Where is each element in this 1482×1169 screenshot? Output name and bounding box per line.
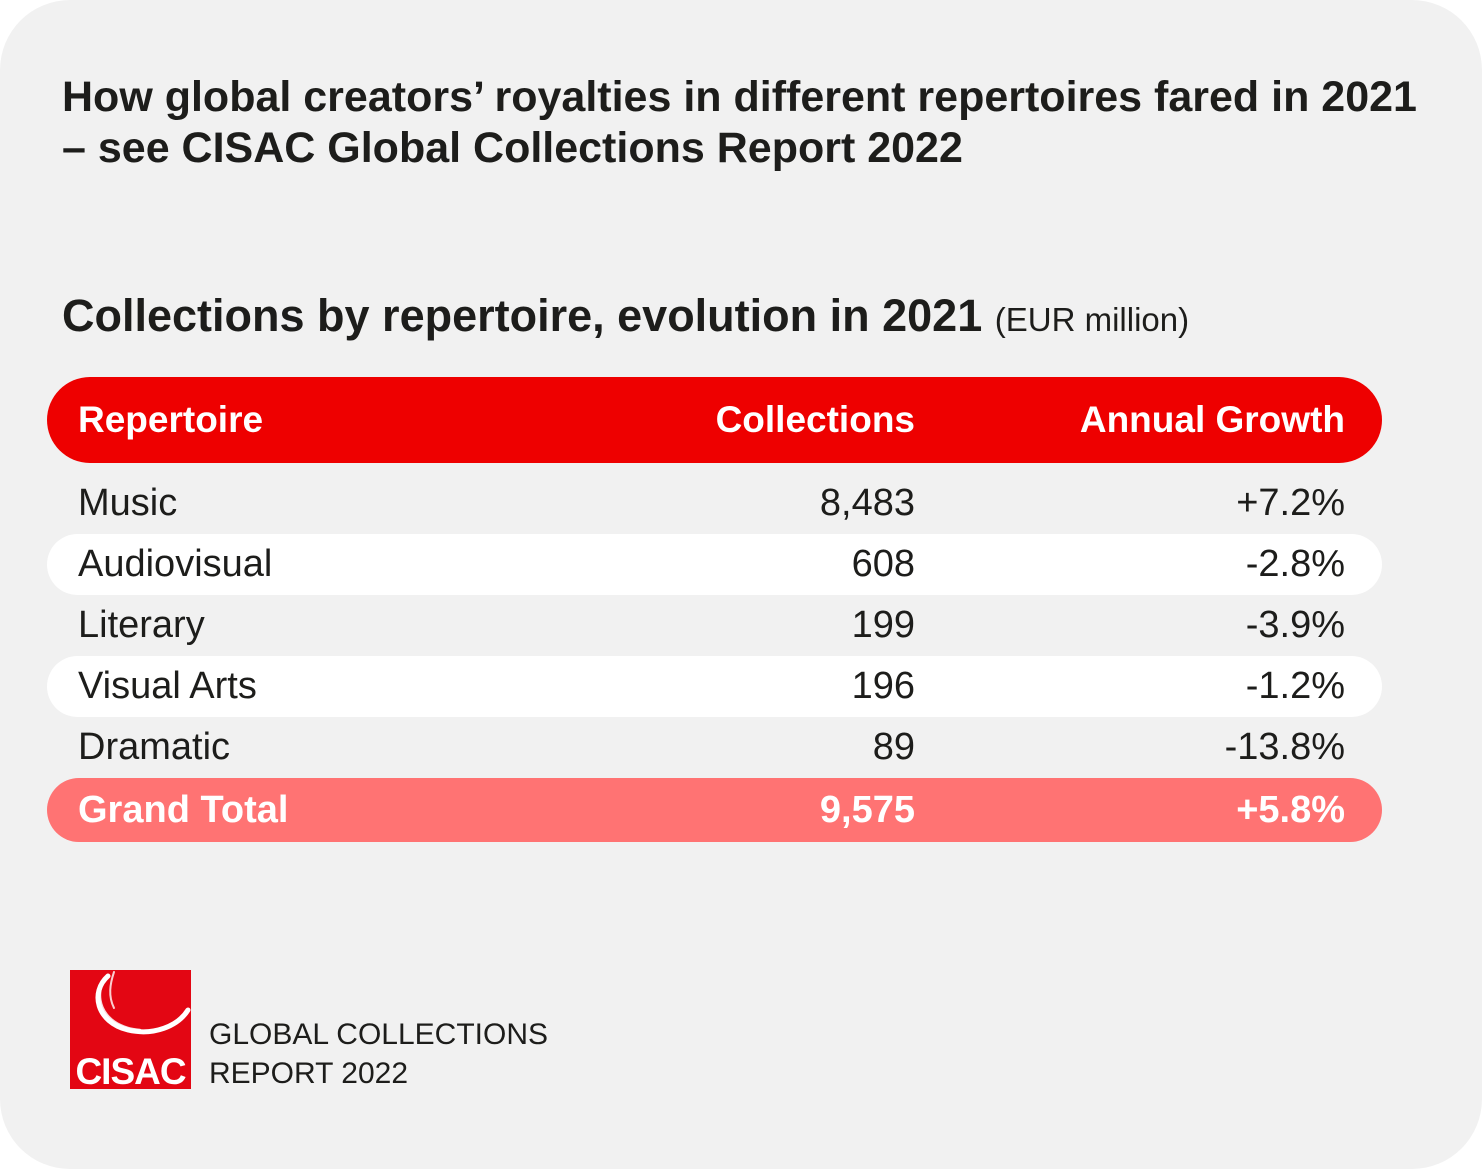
- grand-total-row: Grand Total 9,575 +5.8%: [47, 778, 1382, 842]
- report-label-line2: REPORT 2022: [209, 1057, 408, 1090]
- collections-cell: 8,483: [819, 482, 915, 524]
- report-label: GLOBAL COLLECTIONS REPORT 2022: [209, 1015, 548, 1093]
- column-header-collections: Collections: [715, 399, 915, 440]
- repertoire-cell: Dramatic: [78, 726, 231, 768]
- total-label: Grand Total: [78, 788, 289, 831]
- report-label-line1: GLOBAL COLLECTIONS: [209, 1018, 548, 1051]
- repertoire-cell: Music: [78, 482, 178, 524]
- table-row: Literary 199 -3.9%: [47, 595, 1382, 656]
- subtitle-text: Collections by repertoire, evolution in …: [62, 290, 983, 341]
- collections-table: Repertoire Collections Annual Growth Mus…: [47, 377, 1382, 842]
- page-title: How global creators’ royalties in differ…: [62, 73, 1417, 172]
- table-subtitle: Collections by repertoire, evolution in …: [62, 288, 1189, 348]
- collections-cell: 199: [851, 604, 915, 646]
- collections-cell: 89: [872, 726, 915, 768]
- logo-wordmark: CISAC: [75, 1051, 185, 1089]
- collections-cell: 608: [851, 543, 915, 585]
- table-row: Visual Arts 196 -1.2%: [47, 656, 1382, 717]
- repertoire-cell: Visual Arts: [78, 665, 257, 707]
- growth-cell: -3.9%: [1245, 604, 1345, 646]
- collections-cell: 196: [851, 665, 915, 707]
- repertoire-cell: Audiovisual: [78, 543, 273, 585]
- repertoire-cell: Literary: [78, 604, 205, 646]
- table-row: Dramatic 89 -13.8%: [47, 717, 1382, 778]
- subtitle-unit: (EUR million): [994, 301, 1190, 338]
- growth-cell: +7.2%: [1236, 482, 1345, 524]
- total-collections: 9,575: [819, 788, 915, 831]
- table-row: Audiovisual 608 -2.8%: [47, 534, 1382, 595]
- column-header-annual-growth: Annual Growth: [1079, 399, 1345, 440]
- cisac-logo: CISAC: [70, 970, 191, 1089]
- growth-cell: -13.8%: [1224, 726, 1345, 768]
- total-growth: +5.8%: [1236, 788, 1345, 831]
- table-row: Music 8,483 +7.2%: [47, 473, 1382, 534]
- column-header-repertoire: Repertoire: [78, 399, 264, 440]
- growth-cell: -2.8%: [1245, 543, 1345, 585]
- table-header-row: Repertoire Collections Annual Growth: [47, 377, 1382, 463]
- growth-cell: -1.2%: [1245, 665, 1345, 707]
